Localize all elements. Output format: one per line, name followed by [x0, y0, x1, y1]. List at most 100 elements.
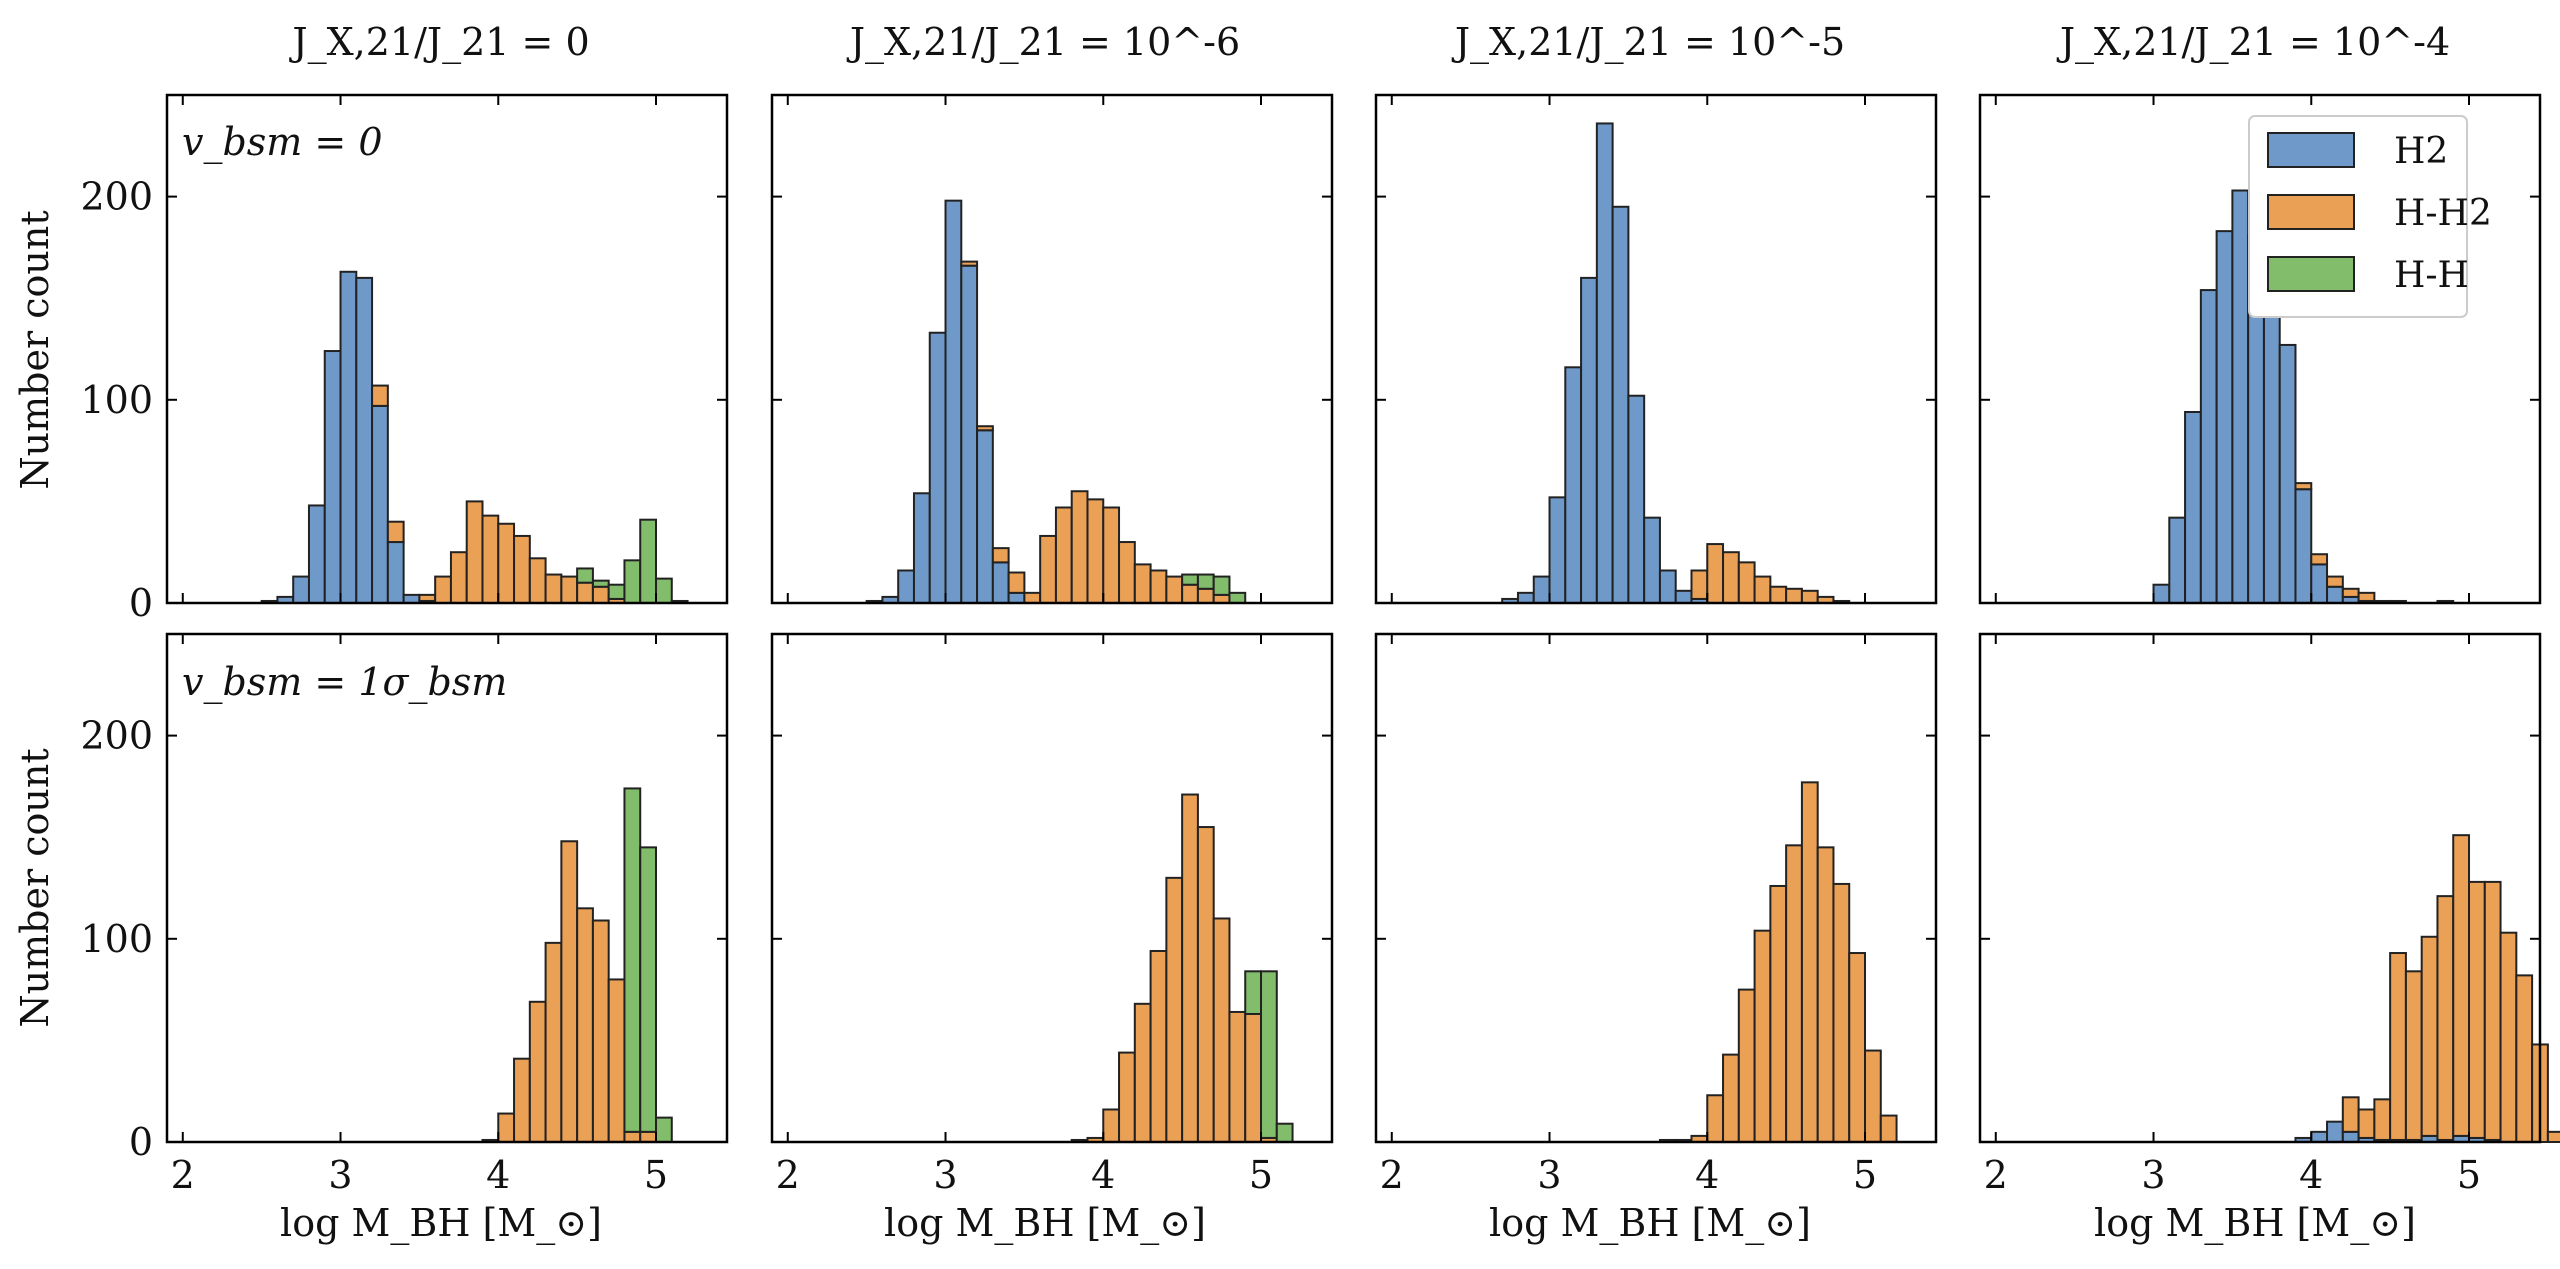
bar-r1c2-h-h2-9 — [1800, 781, 1819, 1144]
bar-r1c3-h2-8 — [2341, 1130, 2360, 1143]
panel-frame-r0c0 — [165, 93, 729, 605]
bar-r0c3-h-h2-18 — [2357, 591, 2376, 602]
bar-r1c2-h-h2-4 — [1722, 1053, 1740, 1143]
bar-r0c0-h-h2-15 — [497, 522, 516, 604]
legend-label-h2: H2 — [2394, 131, 2448, 172]
bar-r1c3-h-h2-17 — [2483, 880, 2502, 1141]
column-title-2: J_X,21/J_21 = 10^-5 — [1451, 20, 1845, 65]
column-title-1: J_X,21/J_21 = 10^-6 — [846, 20, 1240, 65]
bar-r1c0-h-h2-2 — [513, 1057, 531, 1143]
bar-r0c3-h2-9 — [2215, 230, 2234, 604]
bar-r1c0-h-h2-1 — [497, 1112, 516, 1144]
bar-r1c3-h2-6 — [2310, 1130, 2329, 1143]
bar-r0c3-h2-13 — [2278, 343, 2297, 604]
xtick-label-r1c0-4: 4 — [486, 1153, 510, 1197]
bar-r1c3-h-h2-9 — [2357, 1108, 2376, 1139]
xtick-label-r1c2-2: 2 — [1380, 1153, 1404, 1197]
bar-r1c3-h-h2-16 — [2468, 880, 2486, 1139]
bar-r0c0-h-h2-14 — [481, 514, 500, 604]
bar-r0c2-h-h2-14 — [1690, 569, 1709, 600]
bar-r0c2-h-h2-20 — [1785, 587, 1803, 605]
bar-r0c0-h2-6 — [355, 276, 374, 604]
bar-r0c3-h2-10 — [2231, 189, 2250, 604]
bar-r1c2-h-h2-6 — [1753, 929, 1772, 1143]
bar-r0c3-h2-14 — [2294, 488, 2313, 604]
bar-r1c1-h-h-12 — [1260, 970, 1278, 1139]
bar-r0c1-h2-5 — [944, 199, 963, 604]
bar-r0c2-h2-6 — [1564, 366, 1583, 605]
bar-r0c0-h-h2-19 — [560, 575, 579, 605]
bar-r1c1-h-h2-10 — [1228, 1010, 1247, 1144]
column-title-0: J_X,21/J_21 = 0 — [288, 20, 589, 65]
bar-r0c1-h2-6 — [960, 264, 979, 604]
bar-r1c3-h-h2-13 — [2420, 935, 2439, 1137]
bar-r0c2-h2-5 — [1548, 496, 1567, 604]
bar-r0c3-h2-6 — [2168, 516, 2187, 604]
bar-r0c1-h-h2-8 — [991, 547, 1010, 564]
panel-r0c0: 0 100 200 — [80, 93, 729, 625]
bar-r0c0-h-h-21 — [591, 579, 610, 588]
bar-r0c3-h-h2-14 — [2294, 482, 2313, 491]
bar-r1c3-h-h2-14 — [2436, 895, 2455, 1141]
xtick-label-r1c1-4: 4 — [1091, 1153, 1115, 1197]
bar-r1c2-h-h2-10 — [1816, 846, 1835, 1143]
bar-r0c0-h2-8 — [386, 541, 405, 604]
bar-r0c3-h-h2-15 — [2310, 553, 2329, 566]
bar-r1c1-h-h2-3 — [1118, 1051, 1136, 1143]
xtick-label-r1c3-5: 5 — [2457, 1153, 2481, 1197]
bar-r0c1-h2-8 — [991, 561, 1010, 604]
bar-r0c1-h2-7 — [976, 429, 994, 604]
bar-r1c2-h-h2-14 — [1879, 1114, 1898, 1143]
xtick-label-r1c2-3: 3 — [1537, 1153, 1561, 1197]
panel-frame-r1c0 — [165, 632, 729, 1144]
bar-r0c2-h-h2-15 — [1706, 543, 1725, 605]
ytick-label-r0c0-100: 100 — [80, 378, 153, 422]
bar-r0c2-h2-8 — [1595, 122, 1614, 604]
ytick-label-r1c0-200: 200 — [80, 714, 153, 758]
bar-r0c3-h2-7 — [2184, 410, 2202, 604]
x-axis-label-1: log M_BH [M_⊙] — [884, 1201, 1206, 1246]
bar-r0c0-h-h-22 — [607, 583, 626, 600]
bar-r1c0-h-h2-6 — [576, 907, 594, 1143]
bar-r0c1-h2-9 — [1007, 591, 1026, 605]
bar-r1c3-h-h2-8 — [2341, 1096, 2360, 1133]
bar-r1c0-h-h-9 — [623, 787, 642, 1133]
bar-r0c2-h-h2-21 — [1800, 589, 1819, 604]
bar-r0c2-h2-3 — [1516, 591, 1535, 605]
bar-r1c1-h-h-13 — [1275, 1122, 1294, 1143]
x-axis-label-0: log M_BH [M_⊙] — [280, 1201, 602, 1246]
bar-r1c1-h-h-11 — [1244, 970, 1263, 1015]
ytick-label-r0c0-200: 200 — [80, 175, 153, 219]
bar-r0c1-h-h2-11 — [1039, 534, 1057, 604]
bar-r0c1-h-h2-15 — [1102, 506, 1121, 604]
bar-r1c0-h-h2-7 — [591, 919, 610, 1144]
bar-r0c2-h2-12 — [1658, 569, 1677, 604]
bar-r0c2-h2-13 — [1674, 589, 1693, 604]
legend-label-h-h2: H-H2 — [2394, 193, 2492, 234]
bar-r1c1-h-h2-2 — [1102, 1108, 1121, 1143]
x-axis-label-3: log M_BH [M_⊙] — [2094, 1201, 2416, 1246]
bar-r0c0-h-h-20 — [576, 567, 594, 584]
panel-frame-r0c1 — [770, 93, 1334, 605]
bar-r0c0-h-h2-16 — [513, 534, 531, 604]
legend-swatch-h-h — [2267, 256, 2355, 292]
bar-r0c3-h-h2-16 — [2326, 575, 2344, 588]
bar-r1c1-h-h2-6 — [1165, 876, 1184, 1144]
bar-r0c1-h-h2-12 — [1054, 506, 1073, 604]
bar-r0c1-h-h2-6 — [960, 260, 979, 267]
bar-r1c3-h-h2-15 — [2452, 834, 2471, 1137]
panel-frame-r0c3 — [1978, 93, 2542, 605]
bar-r1c3-h-h2-19 — [2515, 974, 2534, 1143]
bar-r0c3-h2-15 — [2310, 563, 2329, 605]
xtick-label-r1c2-4: 4 — [1695, 1153, 1719, 1197]
bar-r1c1-h-h2-4 — [1133, 1002, 1152, 1143]
bar-r0c1-h-h-22 — [1212, 575, 1231, 596]
bar-r0c2-h2-9 — [1611, 205, 1630, 604]
bar-r0c1-h-h-23 — [1228, 591, 1247, 605]
panel-r0c1 — [770, 93, 1334, 605]
legend-label-h-h: H-H — [2394, 255, 2469, 296]
xtick-label-r1c0-2: 2 — [171, 1153, 195, 1197]
bar-r0c0-h-h-24 — [639, 518, 658, 604]
panel-r1c0: 2 3 4 5 0 100 200 — [80, 632, 729, 1197]
